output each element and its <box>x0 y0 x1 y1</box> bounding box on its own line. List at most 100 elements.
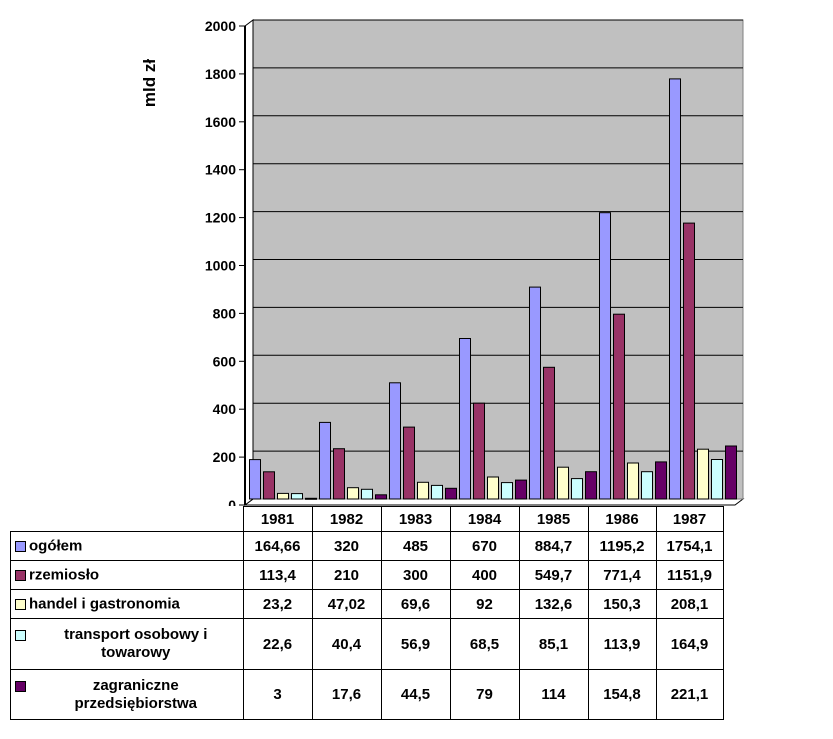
data-label: 1754,1 <box>655 531 724 561</box>
bar <box>543 366 555 500</box>
data-label: 17,6 <box>311 669 382 720</box>
data-label: 56,9 <box>380 618 451 670</box>
x-tick-label: 1985 <box>518 506 589 532</box>
table-header-row: 1981 1982 1983 1984 1985 1986 1987 <box>10 506 724 532</box>
y-tick-label: 400 <box>213 401 237 417</box>
bar <box>655 461 667 500</box>
bar <box>375 494 387 500</box>
bar <box>683 222 695 500</box>
bar <box>417 481 429 500</box>
data-label: 47,02 <box>311 589 382 619</box>
table-row: zagraniczne przedsiębiorstwa 3 17,6 44,5 79 11… <box>10 669 724 720</box>
y-tick-label: 1800 <box>205 66 236 82</box>
x-tick-label: 1987 <box>655 506 724 532</box>
y-tick-label: 1000 <box>205 258 236 274</box>
plot-side-wall <box>244 19 254 506</box>
bar <box>585 471 597 500</box>
table-row: transport osobowy i towarowy 22,6 40,4 56,9 6… <box>10 618 724 670</box>
series-name: handel i gastronomia <box>29 595 180 613</box>
x-tick-label: 1983 <box>380 506 451 532</box>
bar <box>529 286 541 500</box>
data-label: 40,4 <box>311 618 382 670</box>
bar <box>557 466 569 500</box>
bar <box>627 462 639 500</box>
data-label: 114 <box>518 669 589 720</box>
bar <box>501 482 513 500</box>
data-label: 164,66 <box>242 531 313 561</box>
data-label: 1151,9 <box>655 560 724 590</box>
series-name: rzemiosło <box>29 566 100 584</box>
plot-floor <box>243 498 745 506</box>
data-label: 132,6 <box>518 589 589 619</box>
data-label: 69,6 <box>380 589 451 619</box>
bar <box>305 497 317 500</box>
bar <box>487 476 499 500</box>
legend-entry: ogółem <box>10 531 244 561</box>
data-label: 884,7 <box>518 531 589 561</box>
legend-swatch <box>15 598 26 610</box>
y-tick-label: 600 <box>213 353 237 369</box>
bar <box>347 487 359 500</box>
y-tick-label: 800 <box>213 305 237 321</box>
bar-chart: 0 200 400 600 800 1000 1200 1400 1600 1800 2000 ml… <box>140 18 818 506</box>
y-tick-label: 1200 <box>205 210 236 226</box>
legend-swatch <box>15 630 26 641</box>
data-label: 1195,2 <box>587 531 657 561</box>
data-label: 44,5 <box>380 669 451 720</box>
bar <box>431 484 443 500</box>
bar <box>459 338 471 500</box>
bar <box>333 448 345 500</box>
legend-swatch <box>15 540 26 552</box>
legend-entry: handel i gastronomia <box>10 589 244 619</box>
bar <box>641 471 653 500</box>
y-tick-label: 1600 <box>205 114 236 130</box>
y-tick-label: 200 <box>213 449 237 465</box>
data-label: 670 <box>449 531 520 561</box>
data-table: 1981 1982 1983 1984 1985 1986 1987 ogółem 164,66… <box>10 506 724 720</box>
legend-swatch <box>15 680 26 692</box>
legend-entry: rzemiosło <box>10 560 244 590</box>
data-label: 3 <box>242 669 313 720</box>
x-axis-title: lata <box>788 504 818 506</box>
data-label: 92 <box>449 589 520 619</box>
bar <box>389 382 401 500</box>
table-corner <box>10 506 244 532</box>
bar <box>599 212 611 500</box>
data-label: 154,8 <box>587 669 657 720</box>
table-row: ogółem 164,66 320 485 670 884,7 1195,2 1754,1 <box>10 531 724 561</box>
bar <box>263 471 275 500</box>
legend-entry: transport osobowy i towarowy <box>10 618 244 670</box>
bar <box>473 402 485 500</box>
data-label: 23,2 <box>242 589 313 619</box>
series-name: ogółem <box>29 537 83 555</box>
y-tick-label: 0 <box>228 497 236 506</box>
x-tick-label: 1981 <box>242 506 313 532</box>
series-name: zagraniczne przedsiębiorstwa <box>74 676 198 712</box>
x-tick-label: 1984 <box>449 506 520 532</box>
bar <box>319 421 331 500</box>
data-label: 164,9 <box>655 618 724 670</box>
data-label: 113,9 <box>587 618 657 670</box>
data-label: 771,4 <box>587 560 657 590</box>
bar <box>249 459 261 500</box>
legend-swatch <box>15 569 26 581</box>
data-label: 68,5 <box>449 618 520 670</box>
data-label: 150,3 <box>587 589 657 619</box>
x-tick-label: 1986 <box>587 506 657 532</box>
table-row: handel i gastronomia 23,2 47,02 69,6 92 132,6… <box>10 589 724 619</box>
data-label: 320 <box>311 531 382 561</box>
bar <box>571 478 583 500</box>
data-label: 113,4 <box>242 560 313 590</box>
bar <box>697 448 709 500</box>
y-tick-label: 1400 <box>205 162 236 178</box>
y-axis-title: mld zł <box>140 59 159 107</box>
data-label: 79 <box>449 669 520 720</box>
bar <box>613 313 625 500</box>
data-label: 400 <box>449 560 520 590</box>
data-label: 22,6 <box>242 618 313 670</box>
data-label: 549,7 <box>518 560 589 590</box>
bar <box>669 78 681 500</box>
data-label: 221,1 <box>655 669 724 720</box>
bar <box>515 479 527 500</box>
data-label: 485 <box>380 531 451 561</box>
